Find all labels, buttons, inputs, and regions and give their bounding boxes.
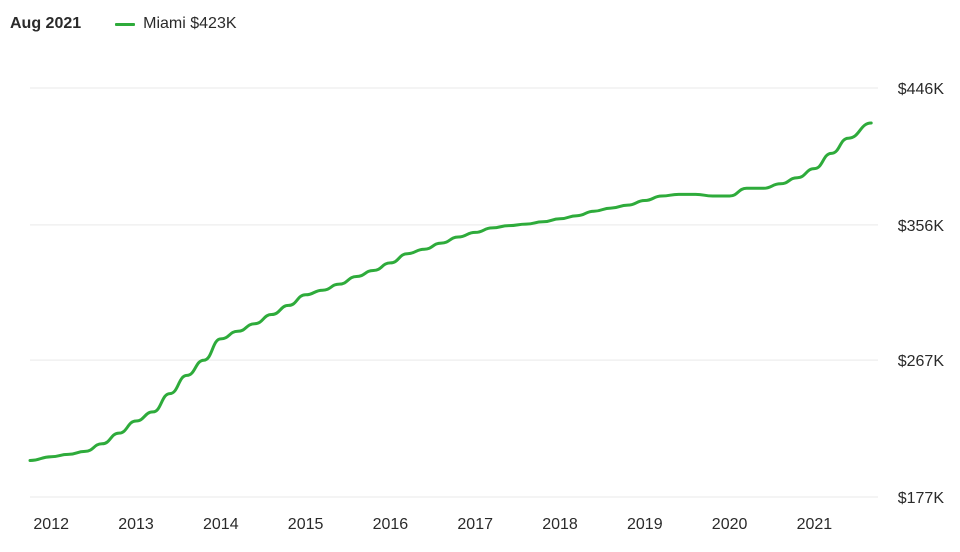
y-tick-label: $356K: [898, 218, 945, 235]
x-axis-labels: 2012 2013 2014 2015 2016 2017 2018 2019 2020 2021: [33, 516, 832, 533]
x-tick-label: 2016: [373, 516, 409, 533]
grid-layer: [30, 87, 878, 498]
x-tick-label: 2015: [288, 516, 324, 533]
chart-header: Aug 2021 Miami $423K: [10, 12, 237, 36]
x-tick-label: 2021: [797, 516, 833, 533]
legend-label: Miami $423K: [143, 15, 237, 32]
x-tick-label: 2020: [712, 516, 748, 533]
x-tick-label: 2012: [33, 516, 69, 533]
x-tick-label: 2013: [118, 516, 154, 533]
x-tick-label: 2019: [627, 516, 663, 533]
y-tick-label: $177K: [898, 490, 945, 507]
legend[interactable]: Miami $423K: [115, 15, 237, 33]
y-tick-label: $446K: [898, 81, 945, 98]
x-tick-label: 2014: [203, 516, 239, 533]
y-tick-label: $267K: [898, 353, 945, 370]
y-axis-labels: $177K $267K $356K $446K: [898, 81, 945, 507]
selected-date: Aug 2021: [10, 15, 82, 32]
line-layer: [28, 121, 873, 462]
x-tick-label: 2018: [542, 516, 578, 533]
x-tick-label: 2017: [457, 516, 493, 533]
series-line-miami[interactable]: [28, 121, 873, 462]
legend-swatch: [115, 22, 136, 26]
